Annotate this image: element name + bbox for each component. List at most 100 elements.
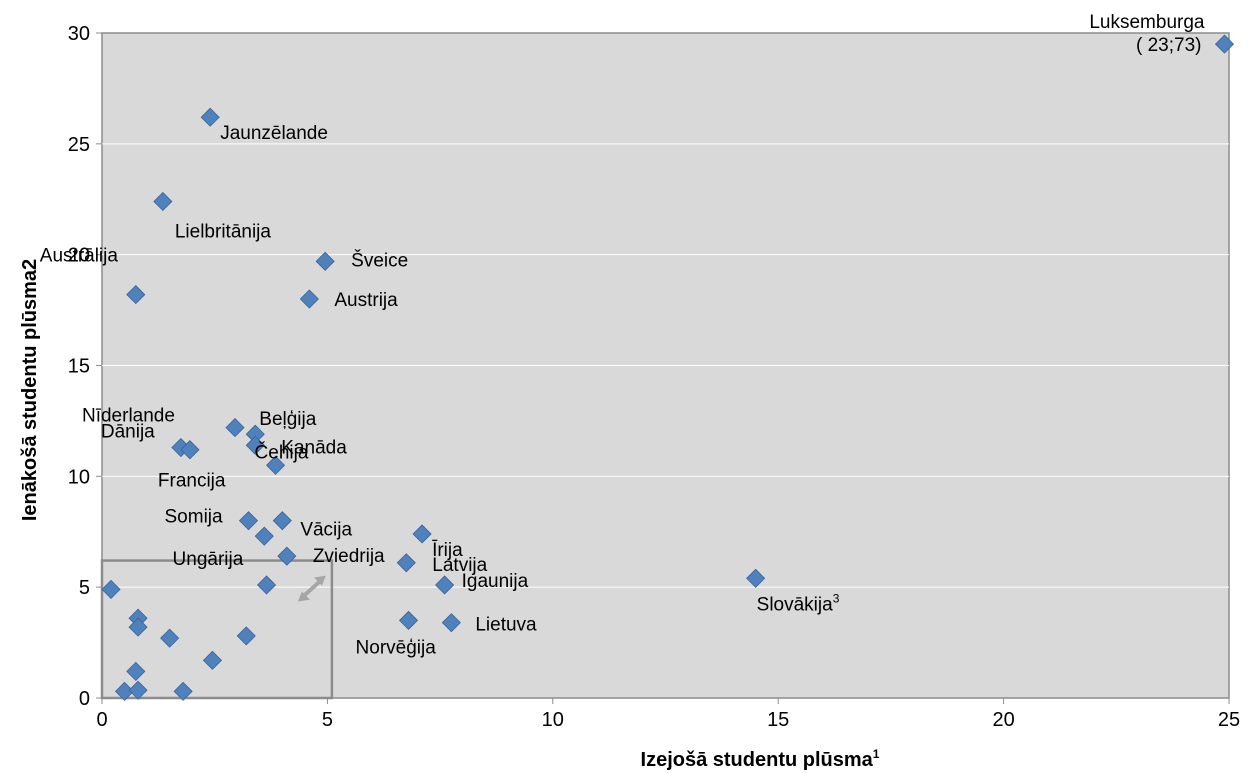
point-label-text: Latvija <box>432 555 487 576</box>
y-tick-label: 0 <box>79 688 90 710</box>
data-point-marker <box>236 626 256 646</box>
zoom-arrow-shaft <box>300 578 324 600</box>
point-label-text: Luksemburga <box>1089 12 1205 33</box>
data-point-marker <box>128 617 148 637</box>
y-tick-label: 20 <box>68 245 90 267</box>
x-axis-ticks: 0 5 10 15 20 25 <box>96 698 1240 731</box>
data-point-marker <box>412 524 432 544</box>
point-label-text: Slovākija <box>757 594 833 615</box>
data-point-marker <box>396 553 416 573</box>
point-label: Vācija <box>300 520 352 541</box>
point-label-text: Somija <box>165 507 224 528</box>
point-label-text: Lietuva <box>475 615 537 636</box>
data-point-marker <box>225 418 245 438</box>
x-axis-title-sup: 1 <box>873 747 880 761</box>
data-point-marker <box>1214 34 1235 54</box>
point-label: Čehija <box>255 441 309 463</box>
point-label-sup: 3 <box>833 591 840 605</box>
point-label: Jaunzēlande <box>220 123 328 144</box>
zoom-box-rect <box>100 559 334 700</box>
data-labels: Luksemburga( 23;73) Jaunzēlande Lielbritān… <box>40 12 1205 658</box>
point-label-text: Čehija <box>255 441 309 463</box>
point-label-text: Ungārija <box>173 549 244 570</box>
point-label-text: Austrālija <box>40 246 119 267</box>
data-point-marker <box>160 628 180 648</box>
data-point-marker <box>265 455 286 475</box>
data-point-marker <box>173 681 193 701</box>
data-point-marker <box>238 511 259 531</box>
zoom-arrow-tail-icon <box>297 591 310 602</box>
y-axis-title: Ienākošā studentu plūsma2 <box>19 259 41 521</box>
point-label: Īrija <box>432 540 463 561</box>
point-label-text: Zviedrija <box>313 546 385 567</box>
y-tick-label: 15 <box>68 356 90 378</box>
data-point-marker <box>441 613 461 633</box>
point-label: Lietuva <box>475 615 537 636</box>
data-point-marker <box>126 661 146 681</box>
data-point-marker <box>202 650 223 670</box>
point-label-text: Beļģija <box>259 409 316 430</box>
point-label-text: Kanāda <box>281 437 347 458</box>
point-label-text: Austrija <box>334 290 398 311</box>
point-label: Igaunija <box>462 571 529 592</box>
point-label: Kanāda <box>281 437 347 458</box>
y-tick-label: 10 <box>68 466 90 488</box>
point-label-text: Nīderlande <box>82 406 175 427</box>
x-axis-title: Izejošā studentu plūsma1 <box>641 747 880 771</box>
point-label: Luksemburga <box>1089 12 1205 33</box>
point-label: Zviedrija <box>313 546 385 567</box>
point-label: Norvēģija <box>356 637 437 658</box>
point-label: Ungārija <box>173 549 244 570</box>
data-point-marker <box>435 575 455 595</box>
point-label-text: Vācija <box>300 520 352 541</box>
gridlines <box>102 143 1229 588</box>
data-point-marker <box>254 526 274 546</box>
point-label: Lielbritānija <box>175 221 272 242</box>
data-point-marker <box>180 440 200 460</box>
point-note: ( 23;73) <box>1136 35 1201 56</box>
point-label: Nīderlande <box>82 406 175 427</box>
point-label-text: Francija <box>158 471 226 492</box>
point-label-text: Igaunija <box>462 571 529 592</box>
data-point-marker <box>126 285 146 305</box>
point-label-text: Šveice <box>351 249 408 271</box>
data-point-marker <box>245 435 265 455</box>
point-label-text: Lielbritānija <box>175 221 272 242</box>
point-label-text: Dānija <box>101 422 155 443</box>
y-tick-label: 5 <box>79 577 90 599</box>
x-tick-label: 10 <box>542 709 564 731</box>
data-point-marker <box>277 546 297 566</box>
point-label: Francija <box>158 471 226 492</box>
point-label: Austrija <box>334 290 398 311</box>
y-tick-label: 30 <box>68 23 90 45</box>
point-label: Latvija <box>432 555 487 576</box>
y-tick-label: 25 <box>68 134 90 156</box>
x-tick-label: 15 <box>767 709 789 731</box>
data-point-marker <box>299 289 319 309</box>
point-label-text: Norvēģija <box>356 637 437 658</box>
data-point-marker <box>746 568 766 588</box>
x-tick-label: 20 <box>992 709 1014 731</box>
data-point-marker <box>128 680 148 700</box>
point-label: Šveice <box>351 249 408 271</box>
point-label: Dānija <box>101 422 155 443</box>
x-tick-label: 25 <box>1218 709 1240 731</box>
data-point-marker <box>256 575 277 595</box>
point-label-text: Īrija <box>432 540 463 561</box>
data-point-marker <box>101 579 121 599</box>
point-label: Slovākija3 <box>757 591 840 615</box>
point-label: Somija <box>165 507 224 528</box>
data-points <box>101 34 1235 701</box>
data-point-marker <box>200 107 220 127</box>
point-label: Austrālija <box>40 246 119 267</box>
zoom-box <box>100 559 334 700</box>
point-label-text: Jaunzēlande <box>220 123 328 144</box>
zoom-arrow-head-icon <box>313 575 326 586</box>
data-point-marker <box>315 251 335 271</box>
data-point-marker <box>153 191 173 212</box>
data-point-marker <box>398 610 419 630</box>
data-point-marker <box>272 511 292 531</box>
x-tick-label: 0 <box>96 709 107 731</box>
point-label: Beļģija <box>259 409 316 430</box>
